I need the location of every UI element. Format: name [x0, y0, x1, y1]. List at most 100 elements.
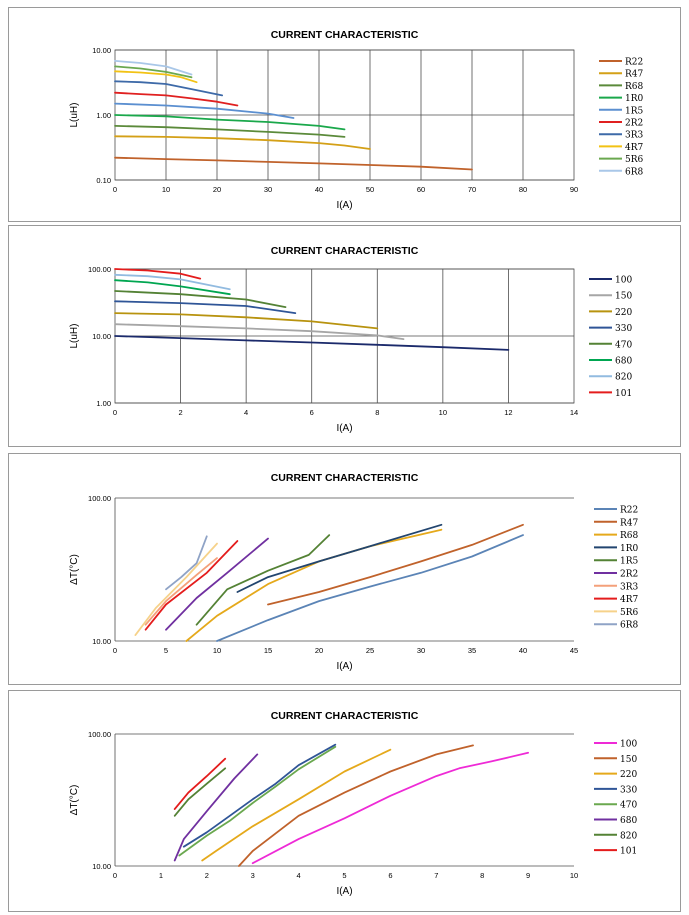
- y-axis-label: ΔT(°C): [69, 554, 80, 585]
- x-tick-label: 15: [264, 646, 272, 655]
- x-tick-label: 30: [417, 646, 425, 655]
- series-line-6R8: [114, 60, 193, 76]
- chart-panel-1: CURRENT CHARACTERISTIC 0 10 20 30 40 50 60 70 80 9…: [8, 7, 681, 222]
- legend-label: 470: [620, 801, 637, 811]
- series-line-R47: [114, 135, 371, 150]
- series-line-6R8: [165, 535, 208, 591]
- series-line-101: [173, 757, 227, 810]
- x-tick-label: 5: [342, 871, 346, 880]
- x-tick-label: 90: [570, 185, 578, 194]
- x-tick-label: 12: [504, 408, 512, 417]
- series-line-5R6: [114, 65, 193, 79]
- series-line-R22: [114, 156, 473, 171]
- legend-label: 820: [620, 831, 637, 841]
- legend-label: 1R5: [625, 106, 644, 116]
- series-line-100: [114, 335, 510, 351]
- y-axis-label: ΔT(°C): [69, 785, 80, 816]
- x-tick-label: 5: [164, 646, 168, 655]
- y-tick-label: 10.00: [92, 862, 111, 871]
- legend-label: R22: [625, 58, 643, 68]
- chart-2: CURRENT CHARACTERISTIC 0 2 4 6 8 10 12 14 1.00 10.…: [69, 245, 632, 434]
- legend-label: 150: [615, 292, 632, 302]
- series-line-220: [114, 312, 379, 330]
- y-tick-label: 100.00: [88, 730, 111, 739]
- x-tick-label: 0: [113, 646, 117, 655]
- legend-label: 1R0: [625, 94, 644, 104]
- legend-label: 100: [620, 740, 637, 750]
- x-tick-label: 0: [113, 185, 117, 194]
- chart-4: CURRENT CHARACTERISTIC 0 1 2 3 4 5 6 7 8 9 10 10.00 1…: [69, 710, 637, 897]
- series-line-470: [178, 745, 337, 857]
- x-tick-label: 4: [297, 871, 301, 880]
- y-tick-label: 1.00: [96, 111, 111, 120]
- x-tick-label: 70: [468, 185, 476, 194]
- series-line-820: [173, 767, 227, 817]
- y-tick-label: 0.10: [96, 176, 111, 185]
- y-tick-label: 10.00: [92, 46, 111, 55]
- series-line-3R3: [144, 557, 218, 626]
- series-line-330: [182, 743, 337, 848]
- legend-label: 470: [615, 340, 632, 350]
- series-line-R68: [185, 528, 443, 642]
- x-tick-label: 45: [570, 646, 578, 655]
- series-line-5R6: [134, 542, 218, 637]
- series-line-220: [201, 748, 392, 862]
- chart-3: CURRENT CHARACTERISTIC 0 5 10 15 20 25 30 35 40 45…: [69, 472, 639, 672]
- x-tick-label: 1: [159, 871, 163, 880]
- series-line-2R2: [165, 537, 269, 631]
- x-tick-label: 2: [205, 871, 209, 880]
- x-tick-label: 2: [178, 408, 182, 417]
- legend-label: 3R3: [625, 131, 644, 141]
- legend-label: 330: [615, 324, 632, 334]
- x-tick-label: 30: [264, 185, 272, 194]
- x-tick-label: 10: [162, 185, 170, 194]
- chart-title: CURRENT CHARACTERISTIC: [271, 710, 419, 722]
- series-line-470: [114, 290, 287, 308]
- x-tick-label: 8: [375, 408, 379, 417]
- series-line-1R5: [114, 102, 295, 119]
- x-tick-label: 6: [310, 408, 314, 417]
- x-tick-label: 60: [417, 185, 425, 194]
- x-tick-label: 20: [213, 185, 221, 194]
- x-tick-label: 0: [113, 408, 117, 417]
- x-tick-label: 14: [570, 408, 578, 417]
- chart-title: CURRENT CHARACTERISTIC: [271, 472, 419, 484]
- x-tick-label: 40: [315, 185, 323, 194]
- series-line-820: [114, 273, 231, 291]
- x-tick-label: 10: [213, 646, 221, 655]
- legend-label: 3R3: [620, 582, 639, 592]
- y-tick-label: 10.00: [92, 332, 111, 341]
- legend-label: 820: [615, 373, 632, 383]
- legend-label: 5R6: [620, 608, 639, 618]
- x-axis-label: I(A): [336, 661, 352, 672]
- x-tick-label: 8: [480, 871, 484, 880]
- legend-label: 4R7: [620, 595, 639, 605]
- series-line-1R5: [195, 534, 331, 626]
- y-tick-label: 10.00: [92, 637, 111, 646]
- legend-label: R47: [620, 518, 639, 528]
- x-tick-label: 50: [366, 185, 374, 194]
- legend-label: 1R0: [620, 544, 639, 554]
- legend-label: 150: [620, 755, 637, 765]
- legend-label: R68: [620, 531, 639, 541]
- series-line-330: [114, 300, 297, 314]
- legend-label: 101: [620, 847, 637, 857]
- y-axis-label: L(uH): [69, 323, 80, 348]
- legend-label: 4R7: [625, 143, 644, 153]
- y-axis-label: L(uH): [69, 102, 80, 127]
- legend-label: R47: [625, 70, 644, 80]
- series-line-R22: [216, 534, 524, 642]
- x-axis-label: I(A): [336, 423, 352, 434]
- series-line-R47: [267, 523, 524, 606]
- series-line-R68: [114, 125, 346, 138]
- chart-title: CURRENT CHARACTERISTIC: [271, 29, 419, 41]
- x-tick-label: 25: [366, 646, 374, 655]
- legend-label: 100: [615, 276, 632, 286]
- series-line-150: [237, 744, 474, 867]
- legend-label: 101: [615, 389, 632, 399]
- legend-label: 2R2: [620, 570, 638, 580]
- x-axis-label: I(A): [336, 200, 352, 211]
- legend-label: R22: [620, 506, 638, 516]
- series-line-101: [114, 268, 202, 280]
- series-line-2R2: [114, 91, 239, 107]
